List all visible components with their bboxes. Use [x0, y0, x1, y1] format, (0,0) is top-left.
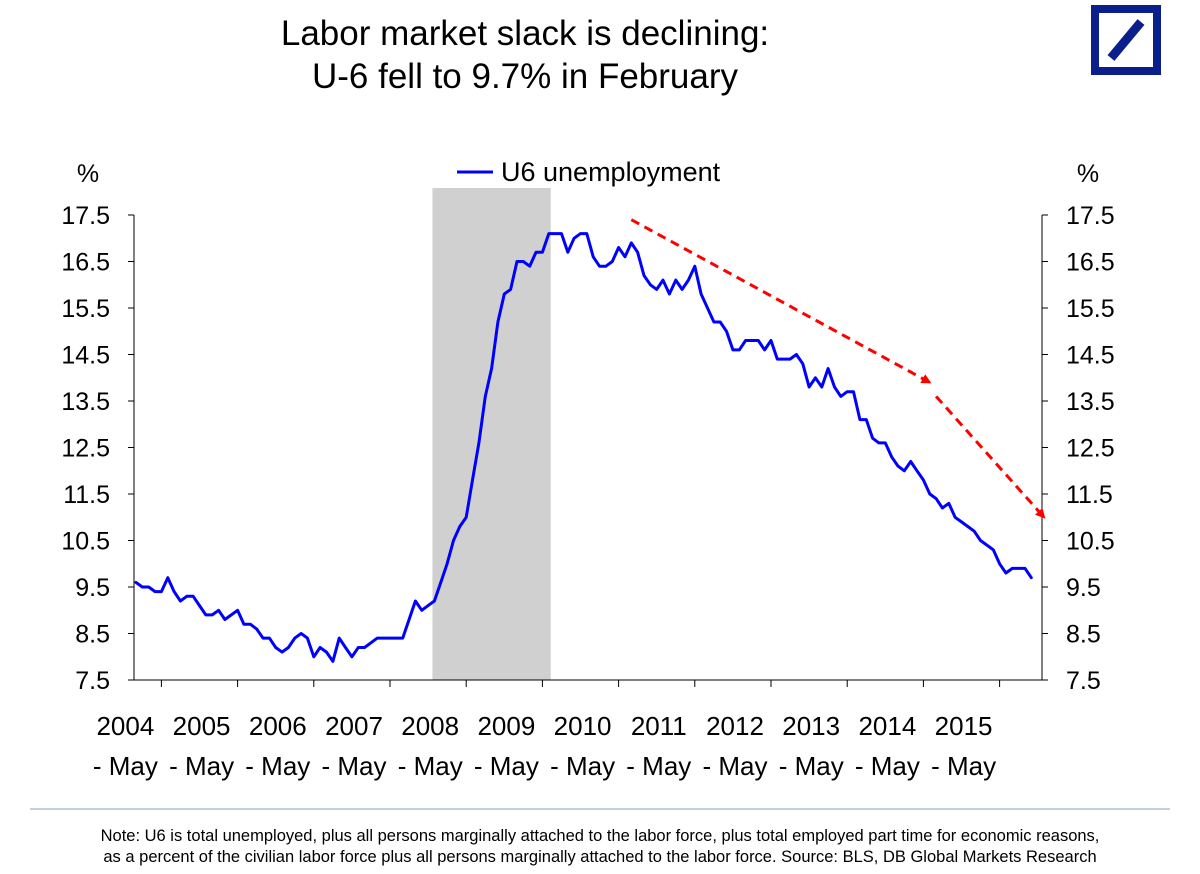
footnote-line1: Note: U6 is total unemployed, plus all p…	[100, 827, 1100, 845]
y-tick-label-right: 16.5	[1066, 249, 1115, 277]
y-tick-label-right: 12.5	[1066, 435, 1115, 463]
x-tick-label-month: - May	[931, 751, 996, 781]
x-tick-label-month: - May	[855, 751, 920, 781]
chart-title: Labor market slack is declining: U-6 fel…	[0, 12, 1050, 98]
y-tick-label-right: 15.5	[1066, 295, 1115, 323]
x-tick-label-year: 2004	[96, 711, 154, 741]
y-tick-label-right: 10.5	[1066, 528, 1115, 556]
x-tick-label-year: 2014	[858, 711, 916, 741]
x-tick-label-year: 2013	[782, 711, 840, 741]
y-tick-label-left: 7.5	[75, 667, 110, 695]
x-tick-label-month: - May	[169, 751, 234, 781]
x-tick-label-month: - May	[93, 751, 158, 781]
x-tick-label-year: 2008	[401, 711, 459, 741]
trend-arrow	[630, 218, 932, 384]
axes: 17.5 17.5 16.5 16.5 15.5 15.5 14.5 14.5 13.5 13.5…	[61, 202, 1114, 781]
y-unit-right: %	[1077, 160, 1099, 188]
x-tick-label-year: 2006	[249, 711, 307, 741]
x-tick-label-year: 2011	[631, 711, 687, 741]
y-tick-label-left: 17.5	[61, 202, 110, 230]
x-tick-label-month: - May	[474, 751, 539, 781]
y-tick-label-right: 14.5	[1066, 342, 1115, 370]
y-tick-label-left: 11.5	[63, 481, 110, 509]
y-tick-label-left: 13.5	[61, 388, 110, 416]
trend-arrow	[934, 395, 1046, 519]
chart-title-line1: Labor market slack is declining:	[280, 14, 770, 53]
x-tick-label-month: - May	[550, 751, 615, 781]
x-tick-label-year: 2005	[173, 711, 231, 741]
y-tick-label-right: 7.5	[1066, 667, 1101, 695]
x-tick-label-month: - May	[703, 751, 768, 781]
recession-shading	[432, 188, 551, 680]
y-tick-label-right: 9.5	[1066, 574, 1101, 602]
x-tick-label-year: 2007	[325, 711, 383, 741]
y-unit-left: %	[77, 160, 99, 188]
y-tick-label-left: 8.5	[75, 621, 110, 649]
y-tick-label-left: 16.5	[61, 249, 110, 277]
series-line-u6-unemployment	[134, 232, 1033, 663]
x-tick-label-month: - May	[626, 751, 691, 781]
y-tick-label-left: 14.5	[61, 342, 110, 370]
line-chart: 17.5 17.5 16.5 16.5 15.5 15.5 14.5 14.5 13.5 13.5…	[30, 157, 1170, 810]
x-tick-label-year: 2009	[477, 711, 535, 741]
y-tick-label-right: 11.5	[1066, 481, 1113, 509]
trend-arrows	[630, 218, 1046, 519]
y-tick-label-left: 12.5	[61, 435, 110, 463]
footnote: Note: U6 is total unemployed, plus all p…	[0, 826, 1200, 868]
x-tick-label-month: - May	[779, 751, 844, 781]
chart-title-line2: U-6 fell to 9.7% in February	[311, 57, 738, 96]
footnote-line2: as a percent of the civilian labor force…	[103, 848, 1097, 866]
y-tick-label-left: 9.5	[75, 574, 110, 602]
legend-label: U6 unemployment	[501, 157, 721, 187]
deutsche-bank-logo-icon	[1091, 5, 1161, 75]
x-tick-label-month: - May	[398, 751, 463, 781]
y-tick-label-right: 13.5	[1066, 388, 1115, 416]
x-tick-label-month: - May	[322, 751, 387, 781]
x-tick-label-year: 2015	[935, 711, 993, 741]
y-tick-label-left: 10.5	[61, 528, 110, 556]
y-tick-label-right: 17.5	[1066, 202, 1115, 230]
y-tick-label-right: 8.5	[1066, 621, 1101, 649]
legend: U6 unemployment	[457, 157, 721, 187]
x-tick-label-month: - May	[245, 751, 310, 781]
y-tick-label-left: 15.5	[61, 295, 110, 323]
x-tick-label-year: 2012	[706, 711, 764, 741]
x-tick-label-year: 2010	[554, 711, 612, 741]
